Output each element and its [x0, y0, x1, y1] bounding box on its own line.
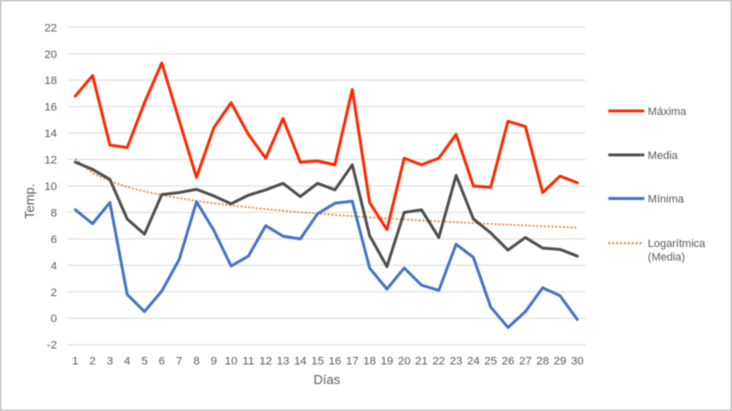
svg-text:0: 0 [51, 313, 57, 325]
svg-text:Media: Media [648, 150, 679, 162]
svg-text:22: 22 [432, 355, 445, 367]
svg-text:12: 12 [259, 355, 272, 367]
svg-text:18: 18 [363, 355, 376, 367]
svg-text:18: 18 [44, 75, 57, 87]
svg-text:14: 14 [44, 128, 57, 140]
svg-text:14: 14 [294, 355, 307, 367]
svg-text:5: 5 [141, 355, 147, 367]
svg-text:1: 1 [72, 355, 78, 367]
svg-text:19: 19 [381, 355, 394, 367]
svg-text:7: 7 [176, 355, 182, 367]
svg-text:12: 12 [44, 155, 57, 167]
svg-text:30: 30 [571, 355, 584, 367]
svg-text:4: 4 [51, 260, 57, 272]
svg-text:26: 26 [502, 355, 515, 367]
svg-text:17: 17 [346, 355, 359, 367]
svg-text:11: 11 [242, 355, 254, 367]
svg-text:27: 27 [519, 355, 532, 367]
svg-text:25: 25 [484, 355, 497, 367]
svg-text:9: 9 [211, 355, 217, 367]
svg-text:15: 15 [311, 355, 324, 367]
svg-text:20: 20 [44, 49, 57, 61]
svg-text:Máxima: Máxima [648, 106, 687, 118]
svg-text:8: 8 [193, 355, 199, 367]
svg-text:-2: -2 [47, 340, 57, 352]
svg-text:Logarítmica: Logarítmica [648, 238, 706, 250]
svg-text:24: 24 [467, 355, 480, 367]
svg-text:3: 3 [107, 355, 113, 367]
svg-text:23: 23 [450, 355, 463, 367]
svg-text:13: 13 [277, 355, 290, 367]
svg-text:(Media): (Media) [648, 252, 685, 264]
svg-text:6: 6 [51, 234, 57, 246]
svg-text:21: 21 [415, 355, 428, 367]
svg-text:20: 20 [398, 355, 411, 367]
svg-text:Días: Días [314, 372, 341, 387]
svg-text:Mínima: Mínima [648, 194, 685, 206]
svg-text:29: 29 [554, 355, 567, 367]
svg-text:2: 2 [89, 355, 95, 367]
svg-text:2: 2 [51, 287, 57, 299]
svg-text:10: 10 [44, 181, 57, 193]
svg-text:16: 16 [44, 102, 57, 114]
svg-text:8: 8 [51, 207, 57, 219]
svg-text:22: 22 [44, 22, 57, 34]
svg-text:Temp.: Temp. [22, 184, 37, 219]
svg-text:28: 28 [536, 355, 549, 367]
svg-text:4: 4 [124, 355, 130, 367]
svg-text:16: 16 [329, 355, 342, 367]
svg-text:6: 6 [159, 355, 165, 367]
svg-text:10: 10 [225, 355, 238, 367]
